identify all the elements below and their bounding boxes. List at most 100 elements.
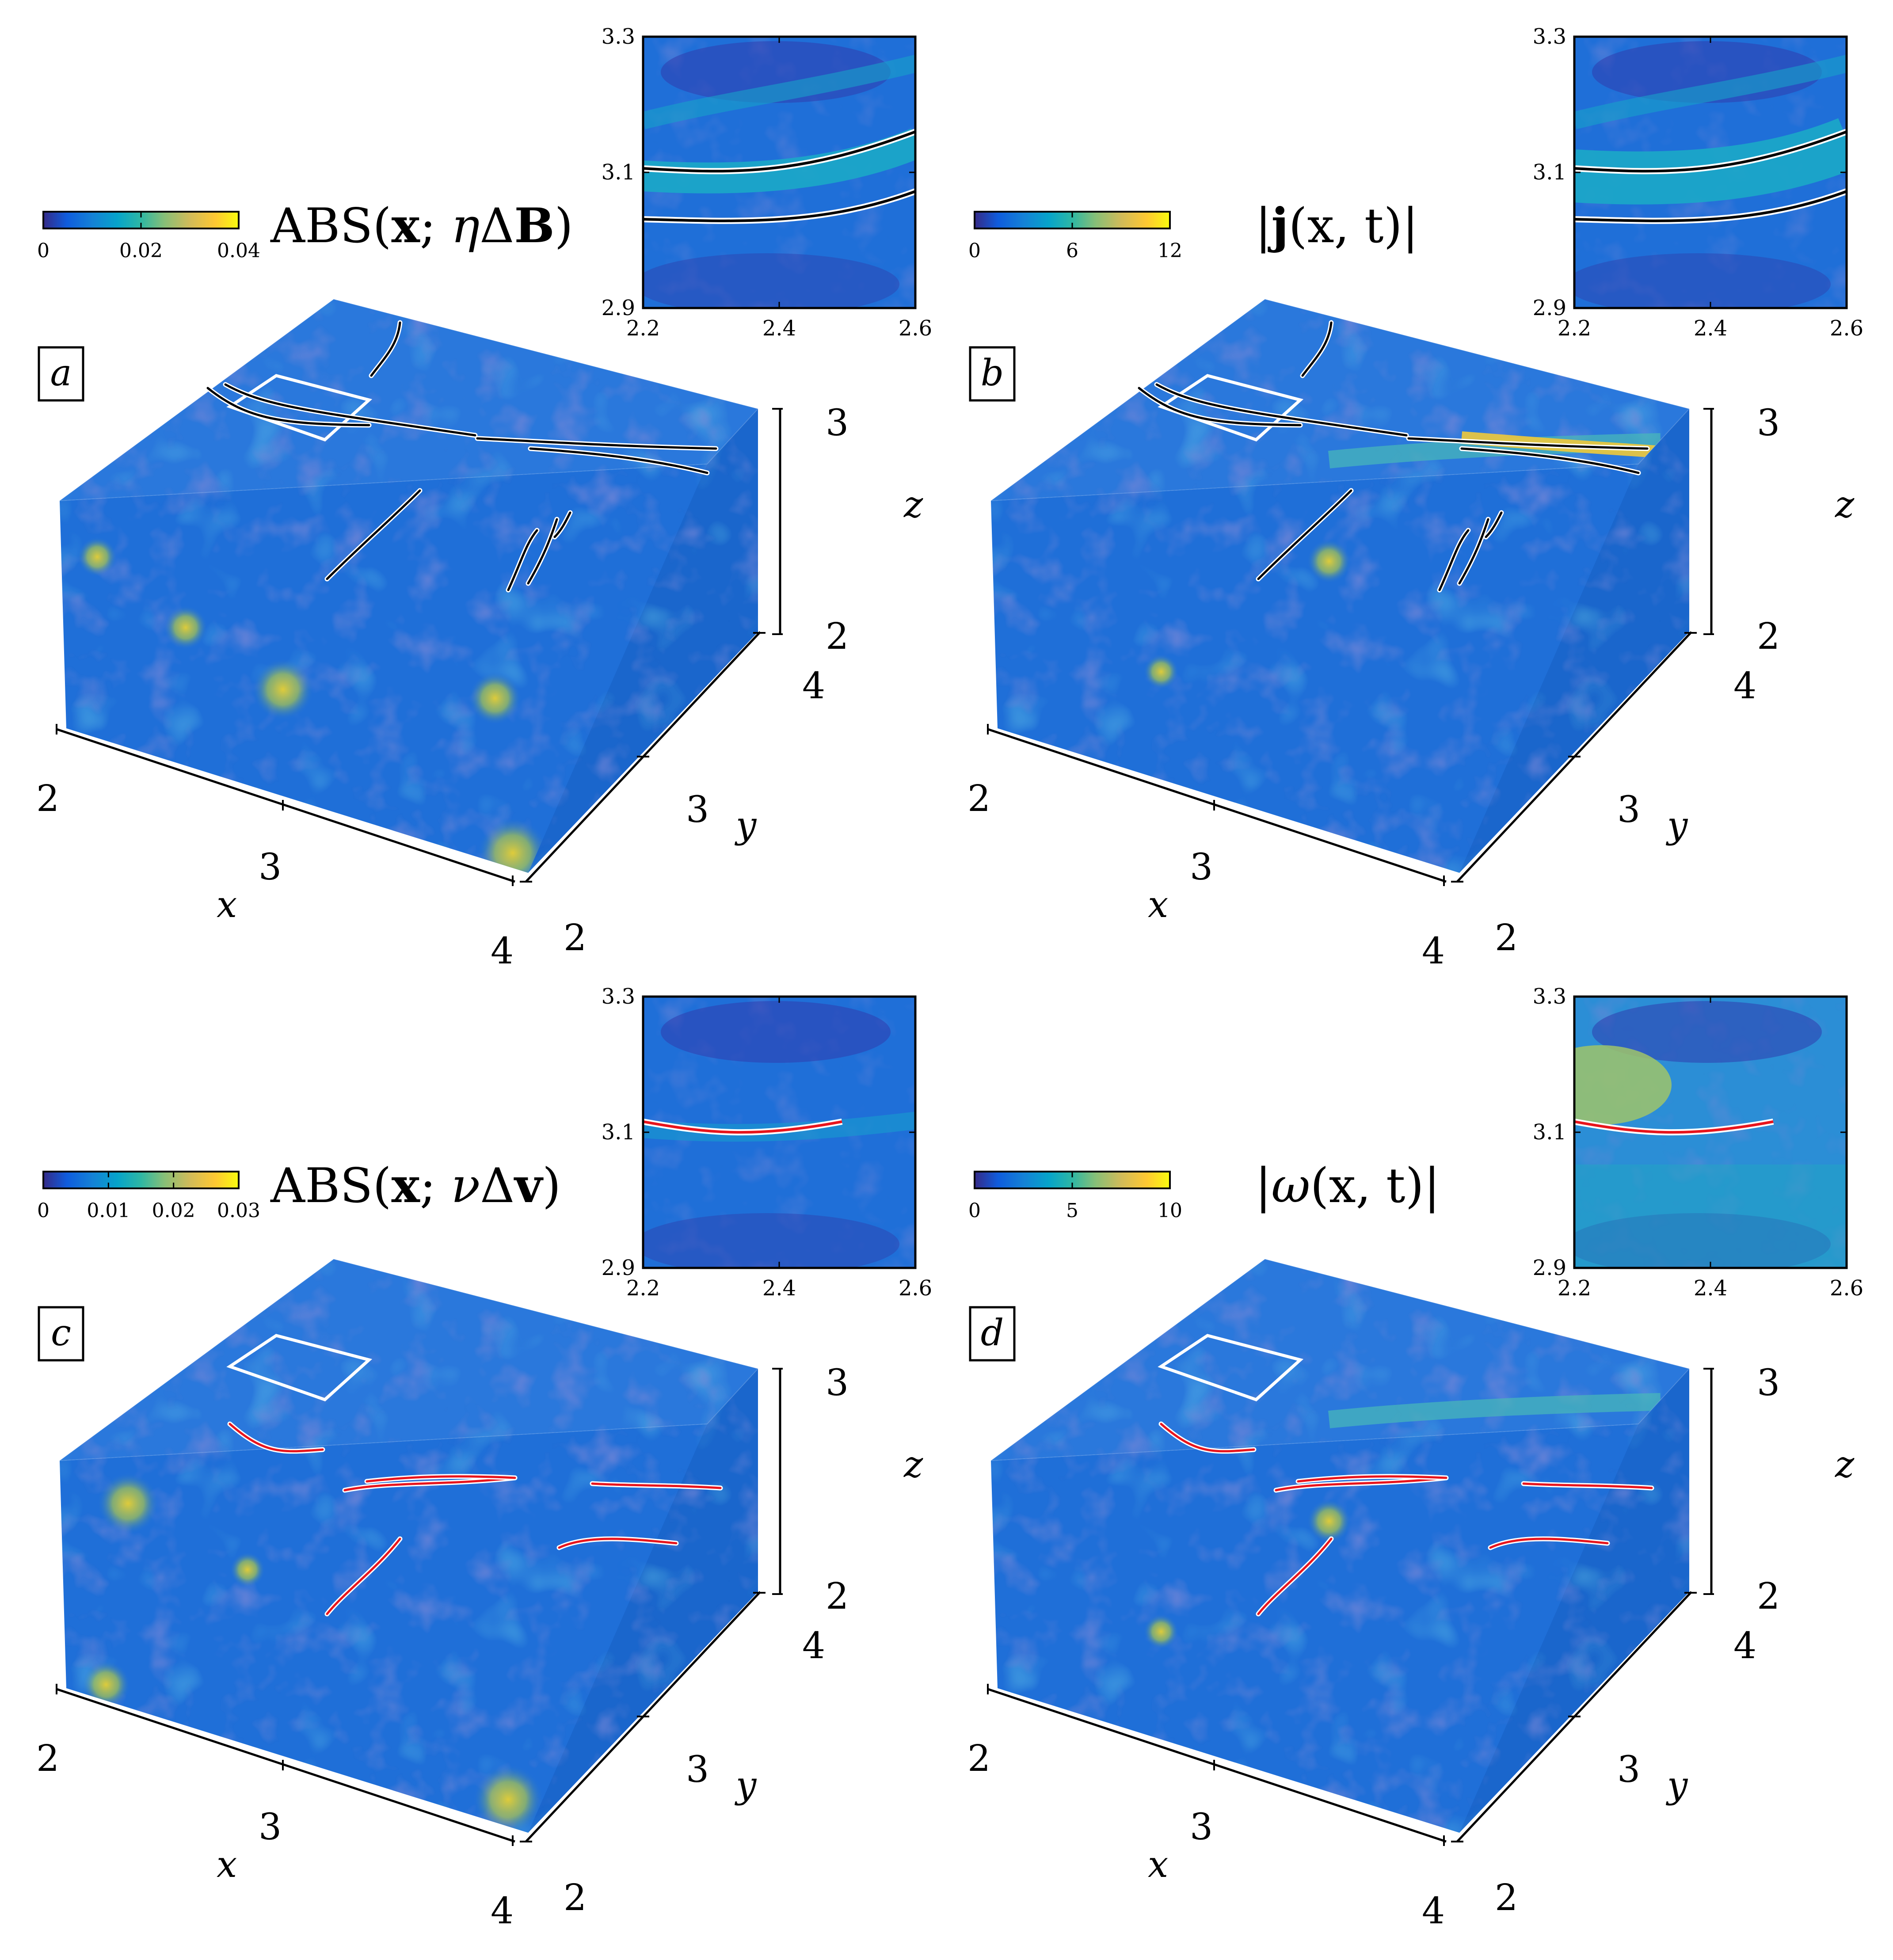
colorbar-tick-label: 0.02 — [152, 1199, 195, 1222]
z-tick-label: 3 — [1757, 1362, 1780, 1404]
y-tick-label: 3 — [686, 789, 709, 831]
cube-plot — [989, 298, 1690, 873]
inset-x-tick-label: 2.2 — [626, 316, 660, 341]
title-part: x — [391, 1158, 420, 1214]
magnetic-line — [1155, 383, 1408, 437]
vortex-line — [343, 1477, 516, 1492]
x-axis — [56, 1688, 515, 1843]
inset-vortex-line — [643, 1120, 842, 1134]
inset-field — [1574, 997, 1847, 1268]
inset-x-tick-label: 2.2 — [626, 1276, 660, 1301]
inset-x-tick-label: 2.4 — [1694, 316, 1727, 341]
inset-zoom-plot: 2.2 2.4 2.6 2.9 3.1 3.3 — [602, 984, 933, 1301]
inset-y-tick-label: 3.3 — [602, 24, 635, 49]
x-tick-label: 2 — [967, 1738, 990, 1780]
magnetic-line — [206, 387, 370, 426]
inset-magnetic-line — [643, 190, 915, 222]
x-tick-label: 2 — [967, 778, 990, 820]
x-axis — [56, 728, 515, 883]
inset-zoom-plot: 2.2 2.4 2.6 2.9 3.1 3.3 — [1533, 984, 1864, 1301]
inset-y-tick-label: 2.9 — [1533, 1256, 1566, 1280]
title-part: ; — [420, 198, 451, 254]
inset-x-tick-label: 2.6 — [1830, 316, 1863, 341]
magnetic-line — [529, 447, 708, 474]
y-axis-label: y — [734, 804, 757, 846]
inset-magnetic-line — [1574, 190, 1847, 222]
z-axis-label: z — [903, 484, 923, 526]
cube-plot — [58, 1258, 759, 1833]
colorbar-tick-label: 0 — [968, 240, 981, 262]
zoom-region-box — [226, 374, 373, 441]
inset-field — [643, 37, 915, 308]
magnetic-line — [370, 321, 401, 377]
y-tick-label: 3 — [1617, 789, 1640, 831]
colorbar-tick-label: 0 — [968, 1199, 981, 1222]
y-tick-label: 4 — [802, 665, 825, 707]
title-part: Δ — [480, 198, 514, 254]
x-tick-label: 3 — [259, 1806, 282, 1848]
colorbar-tick-label: 0.01 — [87, 1199, 130, 1222]
y-tick-label: 2 — [1495, 1877, 1518, 1919]
title-part: ) — [542, 1158, 561, 1214]
inset-x-tick-label: 2.4 — [762, 1276, 796, 1301]
title-part: ν — [451, 1158, 480, 1214]
structure-lines — [205, 320, 719, 593]
panel-title: |ω(x, t)| — [1255, 1158, 1440, 1214]
magnetic-line — [1460, 447, 1640, 474]
title-part: x — [391, 198, 420, 254]
panel-label: c — [38, 1306, 84, 1362]
x-tick-label: 3 — [1190, 846, 1213, 888]
vortex-line — [1275, 1477, 1447, 1492]
inset-x-tick-label: 2.4 — [762, 316, 796, 341]
inset-field — [643, 997, 915, 1268]
panel-label-text: d — [981, 1312, 1004, 1354]
z-tick-label: 3 — [826, 1362, 849, 1404]
z-axis-label: z — [903, 1444, 923, 1486]
title-part: Δ — [480, 1158, 514, 1214]
x-tick-label: 2 — [36, 1738, 59, 1780]
y-tick-label: 2 — [564, 917, 587, 959]
structure-lines — [1158, 1421, 1654, 1617]
title-part: | — [1255, 198, 1271, 254]
title-part: ABS( — [270, 198, 391, 254]
colorbar-tick-label: 12 — [1158, 240, 1182, 262]
magnetic-line — [1485, 511, 1503, 538]
panel-label-box — [969, 346, 1016, 402]
inset-y-tick-label: 3.3 — [1533, 984, 1566, 1009]
inset-y-tick-label: 3.1 — [1533, 1120, 1566, 1145]
structure-lines — [1136, 320, 1650, 593]
magnetic-line — [1257, 489, 1352, 580]
title-part: η — [451, 198, 480, 254]
cube-plot — [989, 1258, 1690, 1833]
magnetic-line — [1407, 437, 1649, 450]
panel-title: ABS(x; ηΔB) — [270, 198, 573, 254]
colorbar-tick-label: 0.02 — [119, 240, 163, 262]
z-tick-label: 2 — [826, 1576, 849, 1617]
colorbar-tick-label: 0.04 — [217, 240, 260, 262]
inset-vortex-line — [1574, 1120, 1774, 1134]
x-axis — [987, 1688, 1447, 1843]
inset-x-tick-label: 2.4 — [1694, 1276, 1727, 1301]
colorbar-tick-label: 0.03 — [217, 1199, 260, 1222]
vortex-line — [326, 1538, 401, 1615]
x-tick-label: 4 — [491, 1890, 514, 1932]
colorbar-tick-label: 6 — [1066, 240, 1078, 262]
vortex-line — [591, 1482, 722, 1489]
magnetic-line — [476, 437, 717, 450]
colorbar: 0 0.02 0.04 — [37, 211, 260, 262]
zoom-region-box — [226, 1334, 373, 1401]
title-part: B — [514, 198, 554, 254]
title-part: (x, t) — [1310, 1158, 1424, 1214]
magnetic-line — [326, 489, 421, 580]
panel-label-box — [38, 1306, 84, 1362]
z-tick-label: 2 — [1757, 1576, 1780, 1617]
title-part: | — [1255, 1158, 1271, 1214]
colorbar: 0 5 10 — [968, 1171, 1182, 1222]
magnetic-line — [1438, 529, 1470, 591]
panel-label-box — [38, 346, 84, 402]
